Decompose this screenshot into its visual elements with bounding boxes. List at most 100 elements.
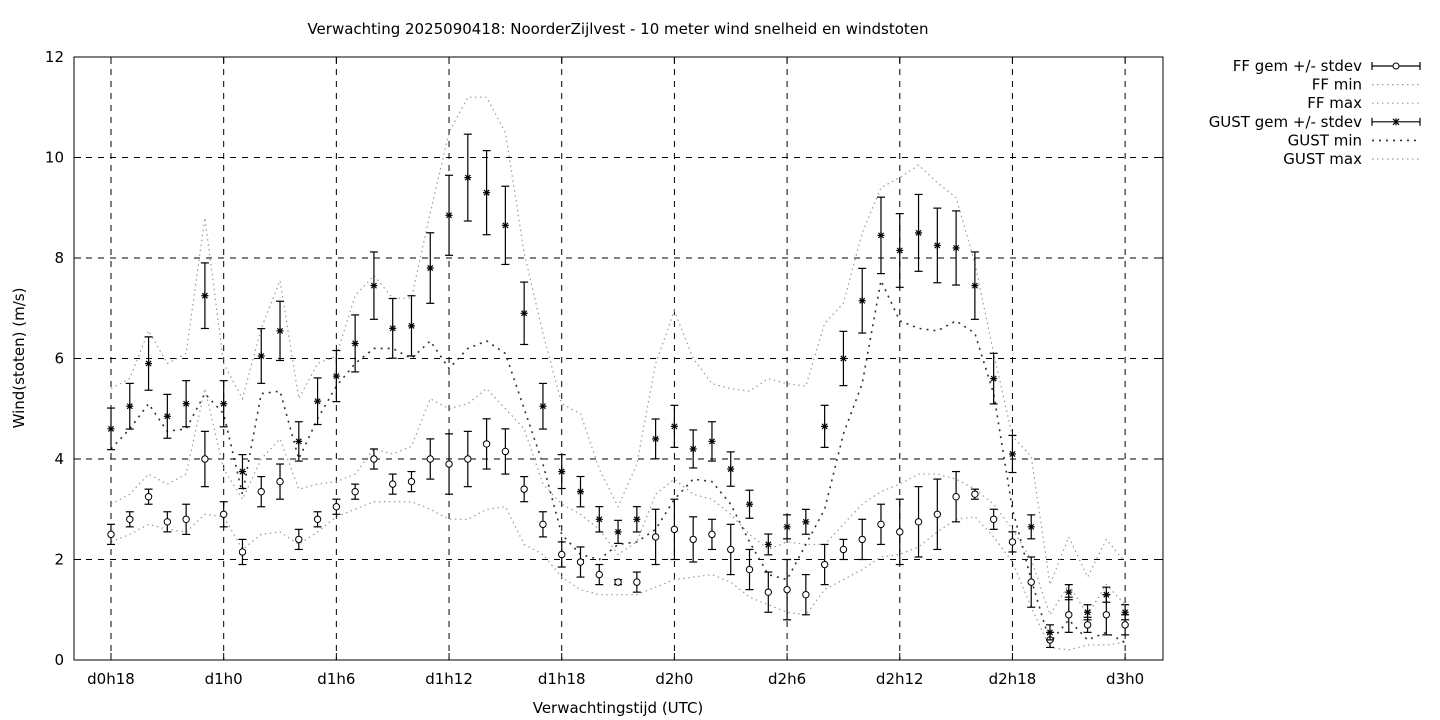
ff-point (295, 535, 303, 544)
ff-point (896, 528, 904, 536)
gust-marker-stroke (727, 466, 734, 473)
gust-marker-stroke (164, 413, 171, 420)
gust-marker-stroke (690, 445, 697, 452)
series-group (107, 96, 1130, 651)
gust-point (426, 264, 434, 272)
gust-marker-stroke (652, 435, 659, 442)
gust-point (220, 400, 228, 408)
ff-point (745, 565, 754, 574)
ff-point (539, 520, 547, 529)
y-axis-label: Wind(stoten) (m/s) (10, 288, 28, 429)
ff-point (201, 455, 209, 463)
gust-marker-stroke (126, 403, 133, 410)
gust-marker-stroke (633, 516, 640, 523)
y-tick-label: 0 (54, 651, 64, 669)
gust-marker-stroke (615, 528, 622, 535)
gust-marker-stroke (821, 423, 828, 430)
gust-marker-stroke (596, 516, 603, 523)
x-tick-label: d2h18 (989, 670, 1037, 688)
gust-max-line (110, 96, 1126, 587)
gust-point (520, 309, 528, 317)
gust-marker-stroke (990, 375, 997, 382)
gust-marker-stroke (1065, 589, 1072, 596)
gust-marker-stroke (333, 373, 340, 380)
ff-point (820, 560, 829, 569)
ff-point (332, 503, 341, 511)
gust-point (332, 372, 340, 380)
gust-point (370, 282, 378, 290)
gust-point (483, 189, 491, 197)
gust-point (464, 174, 472, 182)
gust-point (1121, 608, 1129, 616)
gust-marker-stroke (708, 438, 715, 445)
gust-marker-stroke (877, 232, 885, 239)
ff-point (126, 515, 134, 523)
ff-point (482, 440, 491, 448)
gust-marker-stroke (577, 488, 584, 495)
y-tick-label: 6 (54, 350, 64, 368)
gust-marker-stroke (464, 174, 471, 181)
ff-point (426, 455, 434, 463)
ff-point (989, 515, 998, 523)
ff-point (144, 492, 153, 501)
x-axis-label: Verwachtingstijd (UTC) (533, 699, 704, 717)
gust-marker-stroke (1122, 609, 1129, 616)
gust-point (163, 412, 171, 420)
gust-point (971, 282, 979, 290)
y-tick-label: 8 (54, 249, 64, 267)
gust-point (238, 468, 246, 476)
gust-marker-stroke (107, 425, 115, 432)
ff-point (1083, 621, 1092, 629)
gust-marker-stroke (671, 423, 678, 430)
grid-lines (74, 57, 1163, 660)
ff-point (1008, 538, 1017, 546)
gust-point (1065, 588, 1073, 596)
ff-point (445, 460, 453, 468)
ff-point (464, 455, 472, 463)
ff-point (351, 487, 359, 496)
ff-point (689, 535, 697, 544)
gust-point (952, 244, 960, 252)
ff-point (858, 535, 866, 544)
gust-point (839, 355, 847, 362)
ff-point (802, 590, 810, 599)
ff-point (370, 455, 378, 463)
gust-marker-stroke (408, 322, 415, 329)
ff-point (764, 588, 772, 596)
x-tick-label: d2h12 (876, 670, 924, 688)
ff-point (501, 447, 510, 456)
gust-marker-stroke (239, 468, 246, 475)
ff-point (633, 578, 641, 586)
gust-point (652, 435, 660, 443)
gust-marker-stroke (258, 352, 265, 360)
gust-point (633, 515, 641, 523)
gust-point (727, 465, 735, 473)
x-axis-ticks: d0h18 d1h0 d1h6 d1h12 d1h18 d2h0 d2h6 d2h12 d2h1… (87, 57, 1144, 688)
ff-point (407, 477, 416, 486)
gust-marker-stroke (859, 297, 866, 304)
gust-point (201, 292, 209, 300)
legend-label: FF min (1312, 76, 1362, 94)
gust-marker-stroke (802, 518, 809, 525)
ff-point (257, 487, 265, 496)
gust-marker-stroke (539, 403, 546, 410)
gust-point (670, 422, 678, 430)
gust-point (764, 540, 772, 548)
ff-point (933, 510, 942, 518)
ff-point (952, 492, 960, 501)
x-tick-label: d0h18 (87, 670, 135, 688)
y-tick-label: 2 (54, 551, 64, 569)
gust-marker-stroke (352, 340, 359, 347)
gust-point (314, 397, 322, 405)
gust-marker-stroke (446, 212, 453, 219)
gust-point (1046, 628, 1054, 636)
gust-marker-stroke (1028, 523, 1035, 530)
gust-point (1008, 450, 1016, 458)
gust-marker-stroke (765, 541, 772, 548)
gust-point (126, 402, 134, 410)
gust-point (107, 425, 115, 433)
ff-point (877, 520, 885, 529)
ff-point (107, 530, 115, 539)
ff-point (651, 533, 660, 541)
